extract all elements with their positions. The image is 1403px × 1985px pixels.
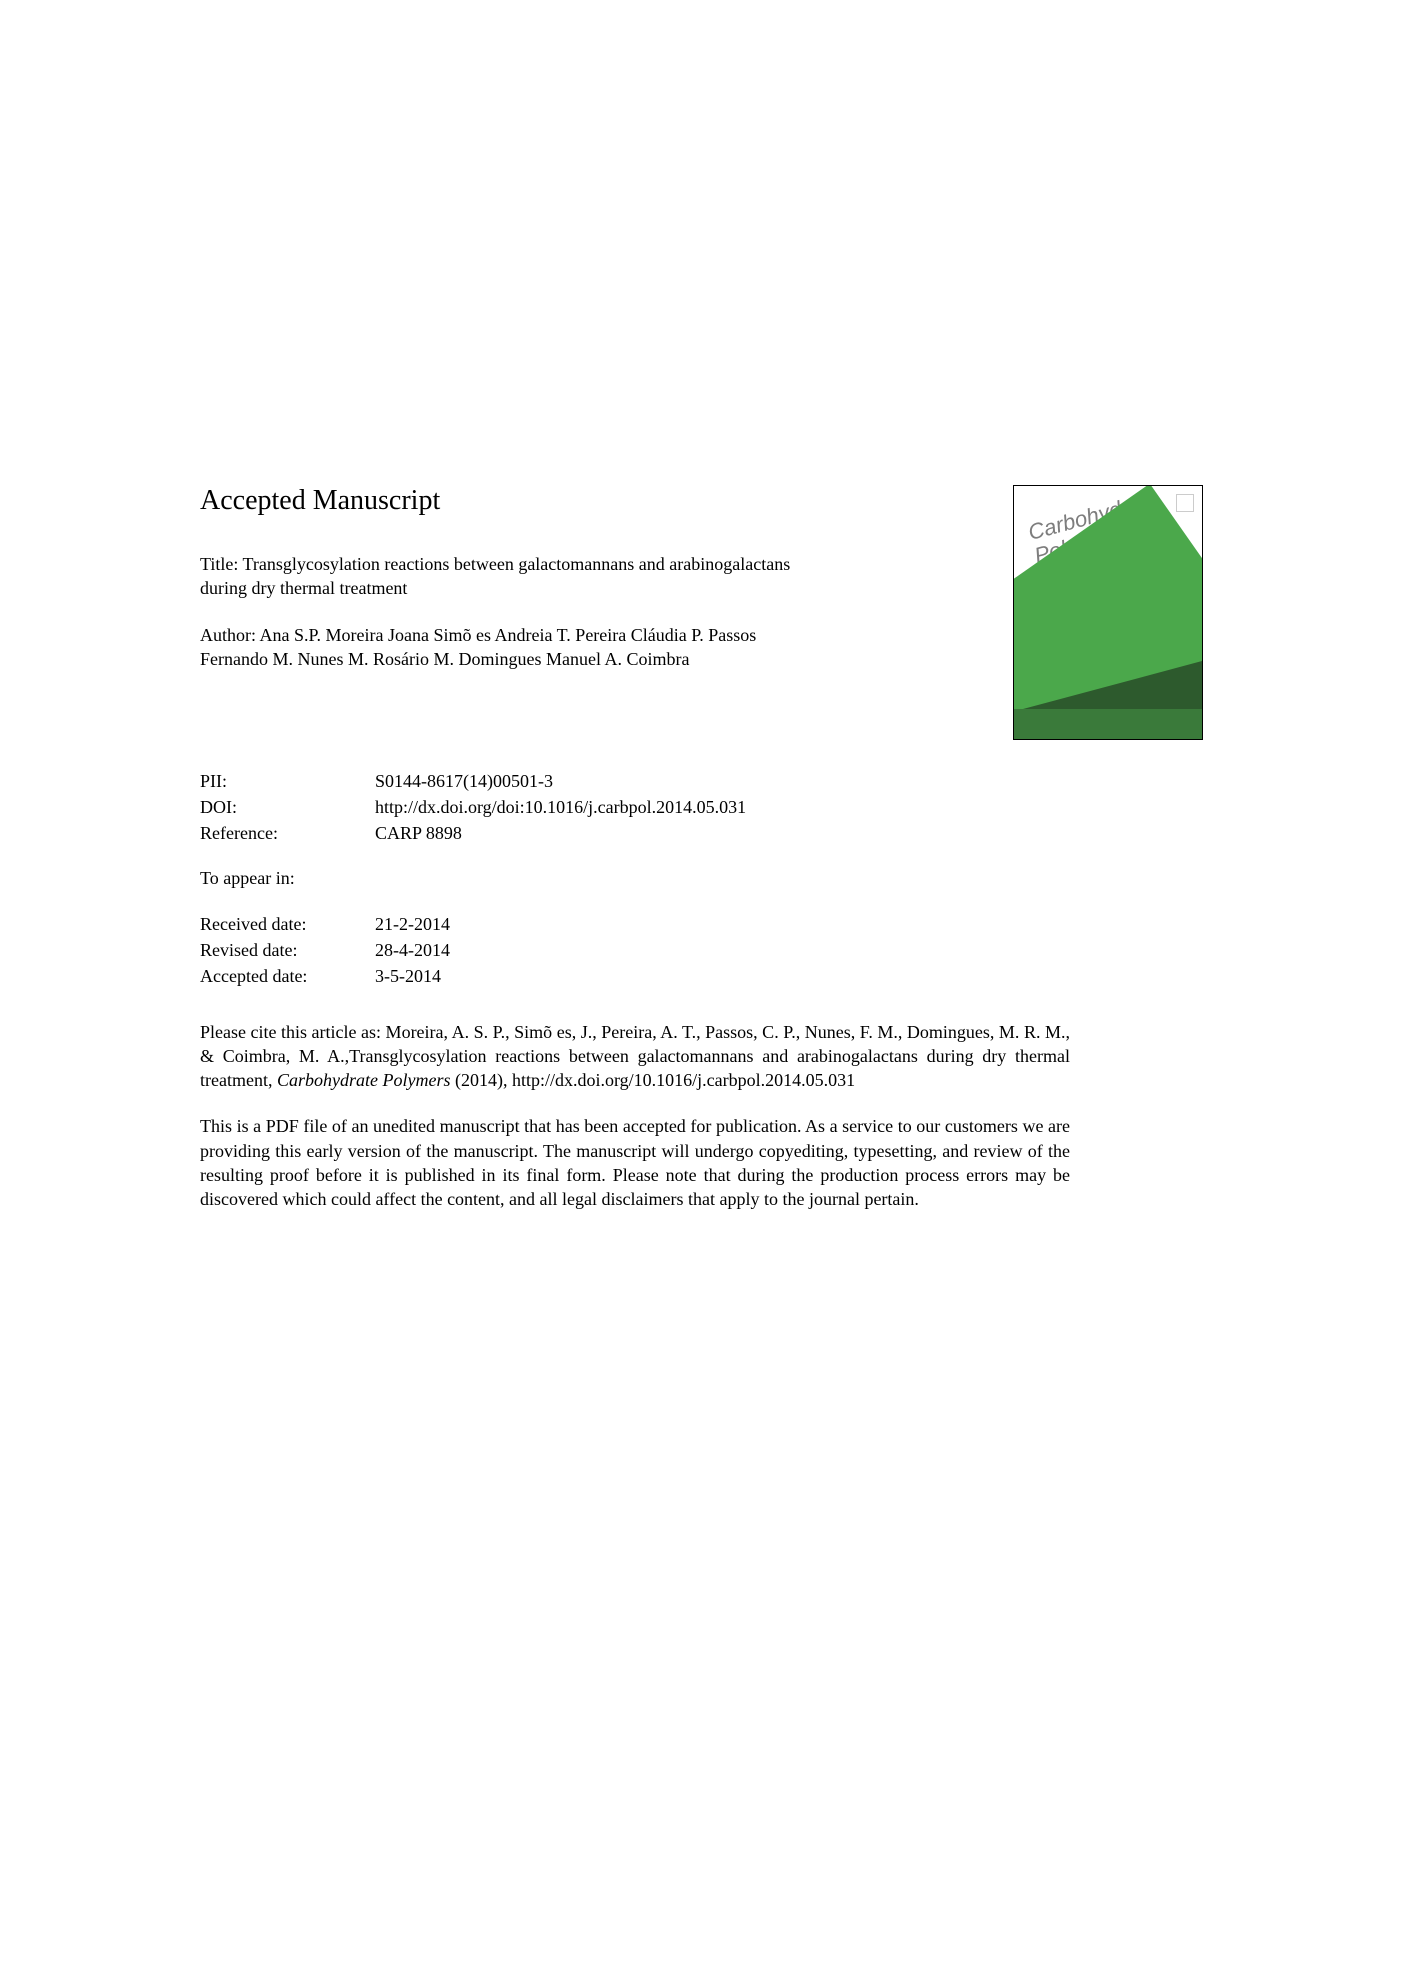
header-row: Accepted Manuscript Title: Transglycosyl…: [200, 485, 1203, 740]
page-content: Accepted Manuscript Title: Transglycosyl…: [200, 485, 1203, 1212]
author-text: Ana S.P. Moreira Joana Simõ es Andreia T…: [200, 625, 756, 669]
left-column: Accepted Manuscript Title: Transglycosyl…: [200, 485, 820, 671]
pii-label: PII:: [200, 768, 375, 794]
author-section: Author: Ana S.P. Moreira Joana Simõ es A…: [200, 623, 820, 672]
dates-table: Received date: 21-2-2014 Revised date: 2…: [200, 911, 1203, 989]
title-section: Title: Transglycosylation reactions betw…: [200, 552, 820, 601]
metadata-table: PII: S0144-8617(14)00501-3 DOI: http://d…: [200, 768, 1203, 846]
accepted-date-label: Accepted date:: [200, 963, 375, 989]
revised-date-label: Revised date:: [200, 937, 375, 963]
accepted-date-value: 3-5-2014: [375, 963, 1203, 989]
citation-paragraph: Please cite this article as: Moreira, A.…: [200, 1020, 1070, 1093]
title-text: Transglycosylation reactions between gal…: [200, 554, 790, 598]
to-appear-in: To appear in:: [200, 868, 1203, 889]
elsevier-logo-icon: [1176, 494, 1194, 512]
title-label: Title:: [200, 554, 238, 574]
reference-value: CARP 8898: [375, 820, 1203, 846]
doi-label: DOI:: [200, 794, 375, 820]
citation-suffix: (2014), http://dx.doi.org/10.1016/j.carb…: [450, 1070, 855, 1090]
doi-row: DOI: http://dx.doi.org/doi:10.1016/j.car…: [200, 794, 1203, 820]
reference-label: Reference:: [200, 820, 375, 846]
received-date-row: Received date: 21-2-2014: [200, 911, 1203, 937]
reference-row: Reference: CARP 8898: [200, 820, 1203, 846]
revised-date-value: 28-4-2014: [375, 937, 1203, 963]
revised-date-row: Revised date: 28-4-2014: [200, 937, 1203, 963]
journal-cover-thumbnail: Carbohydrate Polymers: [1013, 485, 1203, 740]
pii-value: S0144-8617(14)00501-3: [375, 768, 1203, 794]
author-label: Author:: [200, 625, 256, 645]
disclaimer-paragraph: This is a PDF file of an unedited manusc…: [200, 1114, 1070, 1211]
citation-journal-name: Carbohydrate Polymers: [277, 1070, 450, 1090]
received-date-value: 21-2-2014: [375, 911, 1203, 937]
pii-row: PII: S0144-8617(14)00501-3: [200, 768, 1203, 794]
accepted-date-row: Accepted date: 3-5-2014: [200, 963, 1203, 989]
cover-footer-icon: [1014, 709, 1202, 739]
received-date-label: Received date:: [200, 911, 375, 937]
doi-value: http://dx.doi.org/doi:10.1016/j.carbpol.…: [375, 794, 1203, 820]
accepted-manuscript-heading: Accepted Manuscript: [200, 485, 820, 517]
